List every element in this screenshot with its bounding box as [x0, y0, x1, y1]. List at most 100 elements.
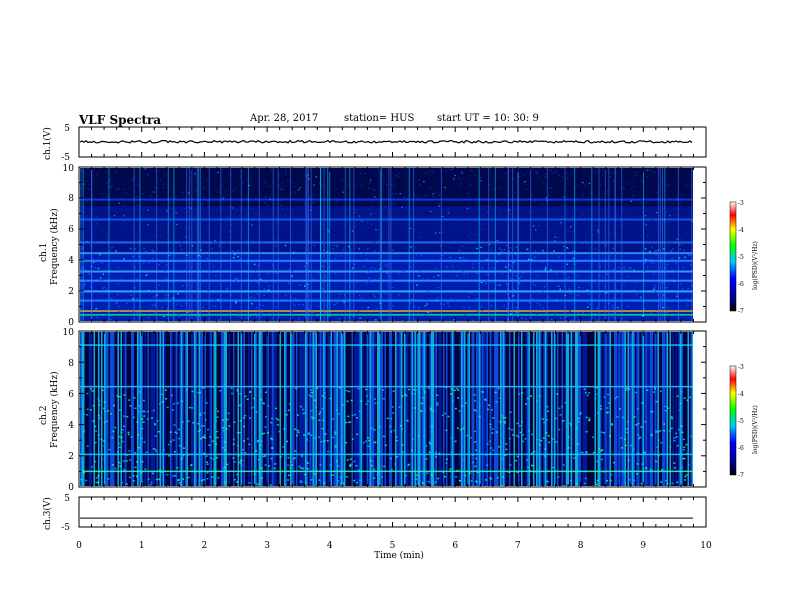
- spec1-speckle: [481, 267, 484, 269]
- spec2-stripe: [210, 332, 212, 486]
- spec1-speckle: [308, 178, 310, 180]
- spec2-speckle: [206, 472, 209, 474]
- spec1-speckle: [508, 254, 511, 256]
- spec2-stripe: [84, 332, 86, 486]
- spec1-speckle: [530, 258, 533, 261]
- spec1-speckle: [419, 183, 422, 186]
- spec2-stripe: [236, 332, 238, 486]
- spec2-stripe: [519, 332, 521, 486]
- spec1-speckle: [218, 200, 221, 203]
- spec2-stripe: [249, 332, 251, 486]
- spec1-speckle: [558, 285, 560, 287]
- spec1-sferic: [272, 168, 274, 321]
- spec2-speckle: [360, 400, 363, 402]
- spec2-speckle: [547, 410, 550, 413]
- spec1-speckle: [673, 280, 675, 282]
- spec2-stripe: [464, 332, 466, 486]
- spec2-speckle: [495, 400, 498, 403]
- spec2-stripe: [197, 332, 199, 486]
- spec2-speckle: [675, 436, 678, 438]
- spec2-speckle: [239, 420, 242, 422]
- spec2-stripe: [141, 332, 143, 486]
- spec2-stripe: [92, 332, 94, 486]
- xtick-1: 1: [139, 541, 145, 551]
- spec1-speckle: [454, 174, 457, 177]
- spec2-stripe: [510, 332, 512, 486]
- spec2-speckle: [671, 417, 674, 420]
- spec1-speckle: [304, 204, 307, 206]
- spec1-speckle: [369, 253, 371, 255]
- spec1-speckle: [368, 279, 370, 282]
- spec1-speckle: [447, 305, 450, 307]
- spec2-speckle: [208, 444, 211, 446]
- spec1-speckle: [392, 193, 394, 196]
- spec2-speckle: [531, 452, 534, 454]
- spec2-speckle: [428, 441, 431, 443]
- spec2-speckle: [205, 402, 208, 404]
- spec1-speckle: [294, 298, 297, 300]
- spec1-speckle: [176, 303, 178, 305]
- spec1-speckle: [617, 306, 619, 309]
- spec2-stripe: [195, 332, 197, 486]
- spec1-speckle: [105, 206, 108, 208]
- spec1-speckle: [420, 236, 423, 238]
- spec2-stripe: [129, 332, 131, 486]
- spec1-band: [80, 210, 693, 215]
- spec2-stripe: [357, 332, 359, 486]
- spec1-speckle: [369, 179, 372, 181]
- spec2-speckle: [429, 409, 432, 411]
- spec1-speckle: [152, 234, 155, 237]
- spec1-speckle: [137, 184, 139, 186]
- spec2-speckle: [274, 463, 277, 465]
- spec2-stripe: [690, 332, 692, 486]
- spec1-speckle: [467, 292, 470, 294]
- spec2-speckle: [346, 459, 349, 461]
- spec2-speckle: [97, 475, 100, 477]
- spec2-speckle: [103, 407, 106, 410]
- spec2-speckle: [624, 444, 627, 447]
- spec1-speckle: [271, 226, 274, 228]
- spec1-speckle: [391, 202, 394, 204]
- spec1-speckle: [159, 234, 162, 236]
- spec2-stripe: [227, 332, 229, 486]
- spec2-speckle: [676, 444, 679, 447]
- spec1-speckle: [443, 303, 445, 306]
- spec1-speckle: [224, 315, 226, 317]
- spec1-speckle: [567, 277, 570, 279]
- spec2-speckle: [108, 448, 111, 451]
- spec2-speckle: [202, 478, 205, 481]
- spec1-speckle: [432, 171, 434, 173]
- date-label: Apr. 28, 2017: [250, 113, 319, 124]
- spec1-speckle: [414, 228, 417, 231]
- spec1-speckle: [311, 240, 314, 242]
- spec1-speckle: [439, 244, 442, 246]
- spec1-band: [80, 290, 693, 295]
- spec2-stripe: [362, 332, 364, 486]
- spec1-speckle: [111, 247, 113, 249]
- spec1-speckle: [264, 181, 266, 184]
- spec1-speckle: [628, 267, 630, 269]
- spec2-speckle: [394, 463, 397, 465]
- spec2-speckle: [256, 483, 259, 485]
- spec1-speckle: [526, 248, 529, 250]
- spec2-speckle: [132, 416, 135, 419]
- spec1-line: [80, 252, 693, 255]
- spec1-speckle: [166, 210, 168, 212]
- spec1-speckle: [499, 209, 501, 211]
- spec2-stripe: [503, 332, 505, 486]
- spec1-speckle: [632, 194, 634, 196]
- spec1-speckle: [512, 170, 515, 172]
- spec2-stripe: [692, 332, 693, 486]
- spec2-speckle: [406, 420, 409, 422]
- spec2-speckle: [465, 402, 468, 404]
- spec2-stripe: [125, 332, 127, 486]
- spec2-speckle: [625, 428, 628, 430]
- spec1-speckle: [402, 202, 404, 205]
- spec2-speckle: [351, 438, 354, 440]
- spec2-speckle: [406, 419, 409, 422]
- spec2-speckle: [259, 448, 262, 451]
- spec1-speckle: [92, 258, 94, 260]
- spec2-speckle: [620, 437, 623, 439]
- spec1-speckle: [162, 223, 164, 225]
- spec2-stripe: [273, 332, 275, 486]
